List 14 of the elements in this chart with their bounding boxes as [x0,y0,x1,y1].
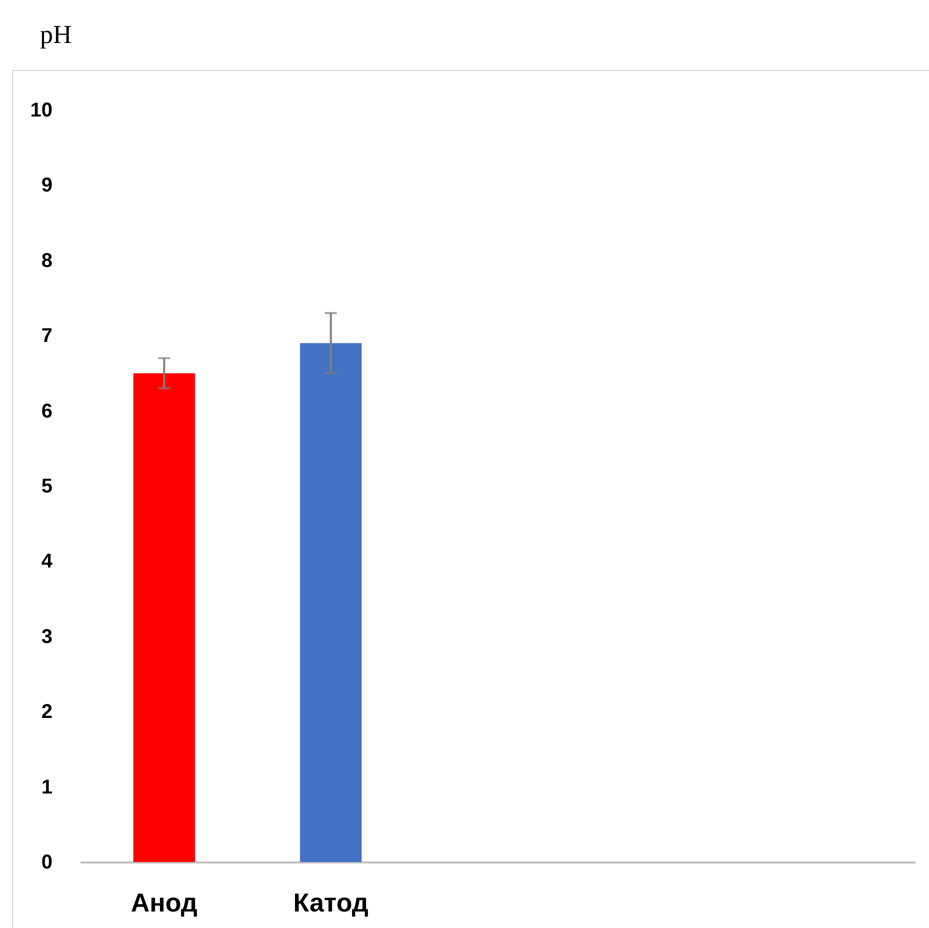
x-tick-label: Анод [130,888,198,918]
y-tick-label: 6 [41,400,52,422]
y-tick-label: 5 [41,476,52,498]
y-tick-label: 9 [41,174,52,197]
chart-title: pH [40,20,72,49]
y-tick-label: 2 [41,701,52,724]
y-tick-label: 4 [41,550,54,573]
y-tick-label: 1 [41,776,52,798]
y-tick-label: 3 [41,626,52,648]
y-tick-label: 7 [41,325,52,348]
y-tick-label: 10 [30,100,52,122]
y-tick-label: 8 [41,250,52,272]
x-tick-label: Катод [293,888,369,918]
y-tick-label: 0 [41,852,52,874]
